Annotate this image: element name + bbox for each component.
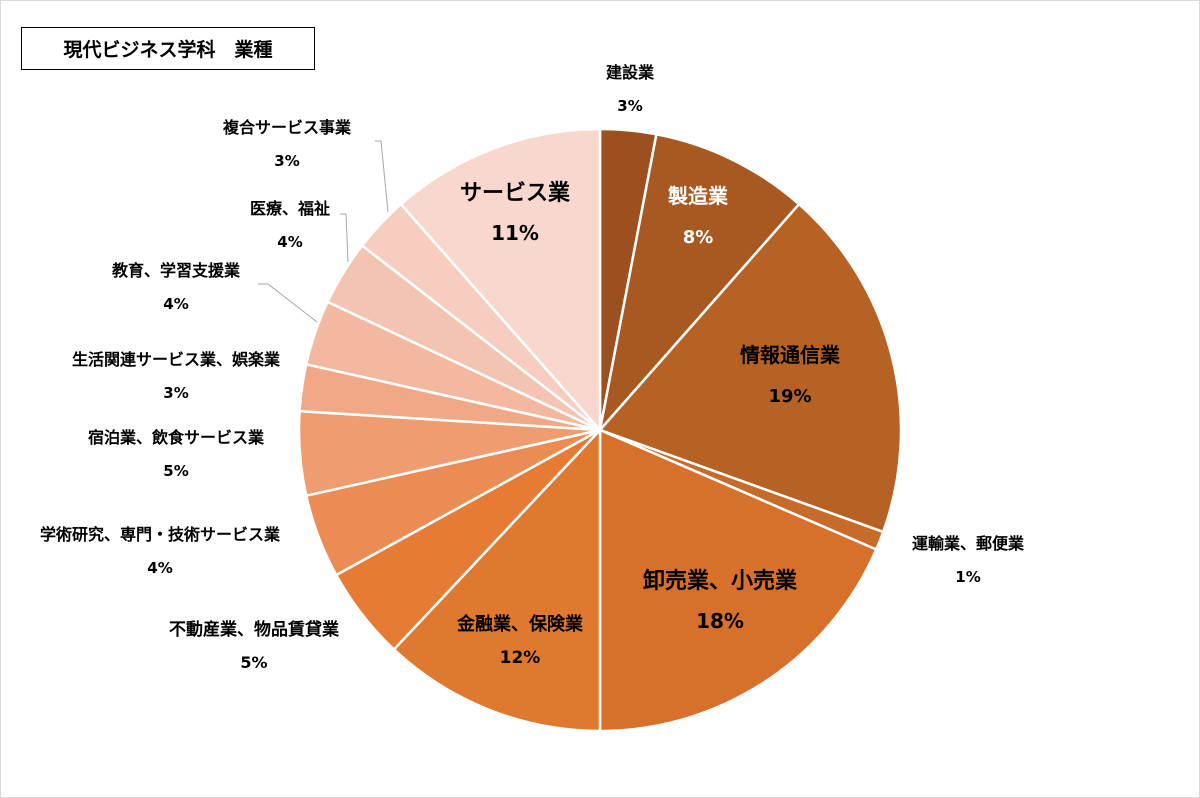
slice-percent-label: 3% xyxy=(163,384,188,402)
slice-percent-label: 4% xyxy=(277,233,302,251)
slice-name-label: 生活関連サービス業、娯楽業 xyxy=(72,350,281,369)
slice-percent-label: 12% xyxy=(500,648,541,668)
slice-percent-label: 11% xyxy=(491,221,539,245)
slice-name-label: 学術研究、専門・技術サービス業 xyxy=(40,525,281,544)
slice-name-label: 情報通信業 xyxy=(740,343,841,367)
slice-name-label: 不動産業、物品賃貸業 xyxy=(169,619,339,640)
slice-name-label: 教育、学習支援業 xyxy=(112,261,241,280)
slice-name-label: 卸売業、小売業 xyxy=(643,568,798,594)
slice-percent-label: 19% xyxy=(768,386,811,407)
slice-percent-label: 3% xyxy=(274,152,299,170)
slice-percent-label: 5% xyxy=(240,653,267,672)
pie-slice xyxy=(597,132,801,435)
slice-name-label: サービス業 xyxy=(460,181,571,206)
slice-name-label: 宿泊業、飲食サービス業 xyxy=(88,428,265,447)
pie-slice xyxy=(399,127,602,434)
slice-percent-label: 18% xyxy=(696,609,744,633)
slice-percent-label: 4% xyxy=(163,295,188,313)
slice-name-label: 複合サービス事業 xyxy=(222,118,352,137)
slice-name-label: 医療、福祉 xyxy=(250,199,330,218)
slice-percent-label: 8% xyxy=(683,227,714,248)
slice-name-label: 建設業 xyxy=(606,63,655,82)
slice-percent-label: 4% xyxy=(147,559,172,577)
chart-title: 現代ビジネス学科 業種 xyxy=(21,27,315,70)
slice-name-label: 運輸業、郵便業 xyxy=(912,534,1025,553)
slice-name-label: 金融業、保険業 xyxy=(456,613,584,635)
pie-slice xyxy=(392,426,602,733)
leader-line xyxy=(340,213,349,263)
leader-line xyxy=(375,140,389,213)
slice-percent-label: 5% xyxy=(163,462,188,480)
pie-slice xyxy=(597,202,903,534)
slice-percent-label: 3% xyxy=(617,97,642,115)
pie-slice xyxy=(598,428,878,733)
leader-line xyxy=(258,283,318,323)
slice-percent-label: 1% xyxy=(955,568,980,586)
slice-name-label: 製造業 xyxy=(668,184,729,208)
